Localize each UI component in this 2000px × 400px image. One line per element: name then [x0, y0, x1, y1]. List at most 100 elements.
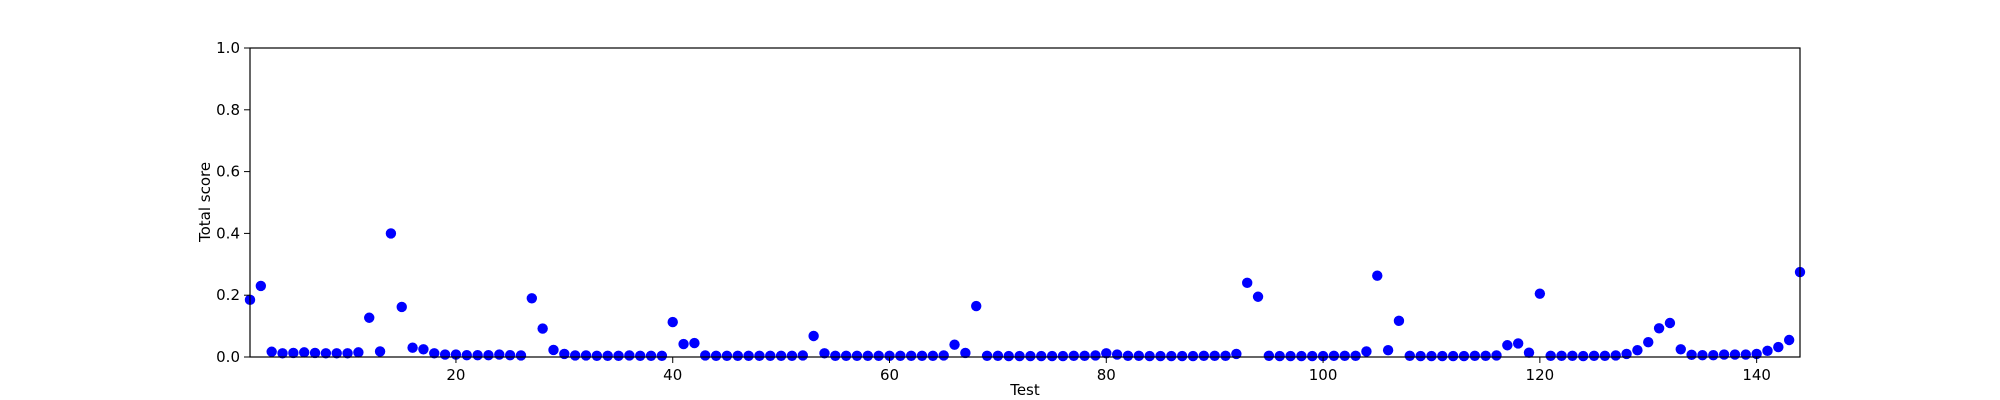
data-point — [895, 350, 906, 361]
data-point — [1372, 270, 1383, 281]
data-point — [320, 348, 332, 359]
data-point — [981, 350, 993, 361]
data-point — [1133, 350, 1145, 361]
data-point — [754, 350, 765, 361]
data-point — [364, 312, 375, 323]
data-point — [1068, 350, 1079, 361]
data-point — [1090, 350, 1101, 361]
data-point — [1111, 349, 1123, 360]
data-point — [374, 346, 386, 357]
data-point — [927, 350, 939, 361]
data-point — [1350, 350, 1361, 361]
data-point — [624, 350, 635, 361]
data-point — [905, 350, 917, 361]
data-point — [537, 323, 548, 334]
data-point — [439, 349, 451, 360]
data-point — [1534, 288, 1546, 299]
data-point — [938, 350, 949, 361]
data-point — [873, 350, 884, 361]
data-point — [1187, 350, 1199, 362]
data-point — [591, 350, 603, 361]
data-point — [949, 339, 960, 350]
data-point — [743, 350, 754, 361]
data-point — [1610, 350, 1621, 361]
data-point — [992, 350, 1004, 361]
x-tick-label: 40 — [663, 366, 682, 384]
data-point — [1079, 350, 1090, 361]
y-tick-label: 0.4 — [216, 224, 240, 242]
x-tick-label: 100 — [1309, 366, 1338, 384]
data-point — [1393, 315, 1405, 327]
data-point — [1502, 340, 1513, 351]
data-point — [635, 350, 646, 361]
data-point — [613, 350, 624, 361]
data-point — [1003, 350, 1014, 362]
data-point — [1523, 347, 1535, 358]
y-tick-label: 0.8 — [216, 101, 240, 119]
data-point — [1578, 350, 1589, 362]
data-point — [851, 350, 863, 361]
x-axis-label: Test — [1009, 381, 1040, 399]
data-point — [1437, 350, 1448, 362]
data-point — [1220, 350, 1231, 361]
data-point — [1296, 350, 1307, 362]
data-point — [1675, 344, 1686, 355]
data-point — [1458, 350, 1470, 362]
data-point — [266, 346, 277, 357]
data-point — [1708, 349, 1719, 361]
data-point — [472, 349, 483, 361]
data-point — [1166, 350, 1177, 362]
data-point — [1274, 350, 1285, 362]
data-point — [331, 348, 342, 359]
data-point — [407, 342, 418, 353]
data-point — [1317, 350, 1329, 362]
data-point — [1209, 350, 1220, 361]
data-point — [1447, 350, 1459, 362]
data-point — [1697, 349, 1708, 361]
y-tick-label: 0.2 — [216, 286, 240, 304]
data-point — [526, 293, 538, 304]
data-point — [1263, 350, 1275, 361]
data-point — [819, 348, 830, 359]
data-point — [700, 350, 711, 361]
data-point — [1252, 291, 1264, 302]
data-point — [884, 350, 895, 361]
data-point — [1783, 334, 1795, 346]
data-point — [418, 344, 429, 355]
data-point — [1599, 350, 1611, 361]
data-point — [353, 347, 364, 358]
data-point — [916, 350, 928, 361]
data-point — [1101, 348, 1112, 359]
data-point — [645, 350, 657, 361]
data-point — [1740, 349, 1752, 360]
data-point — [1198, 350, 1210, 361]
data-point — [1036, 350, 1047, 362]
data-point — [1144, 350, 1155, 362]
x-tick-label: 60 — [880, 366, 899, 384]
data-point — [797, 350, 808, 361]
data-point — [1729, 349, 1741, 360]
data-point — [1025, 350, 1036, 362]
data-point — [569, 350, 581, 361]
data-point — [461, 349, 472, 361]
data-point — [1686, 349, 1697, 361]
x-tick-label: 140 — [1742, 366, 1771, 384]
y-tick-label: 0.6 — [216, 163, 240, 181]
data-point — [1718, 349, 1730, 360]
data-point — [1285, 350, 1296, 362]
data-point — [678, 338, 689, 350]
data-point — [255, 280, 267, 292]
data-point — [656, 350, 668, 361]
data-point — [1307, 350, 1318, 362]
y-tick-label: 0.0 — [216, 348, 240, 366]
data-point — [277, 348, 288, 359]
data-point — [1122, 350, 1134, 361]
data-point — [1415, 350, 1426, 362]
data-point — [396, 301, 407, 313]
y-tick-label: 1.0 — [216, 39, 240, 57]
data-point — [1588, 350, 1600, 361]
data-point — [385, 228, 397, 239]
data-point — [1491, 350, 1502, 361]
data-point — [1643, 336, 1654, 348]
data-point — [1632, 345, 1643, 356]
